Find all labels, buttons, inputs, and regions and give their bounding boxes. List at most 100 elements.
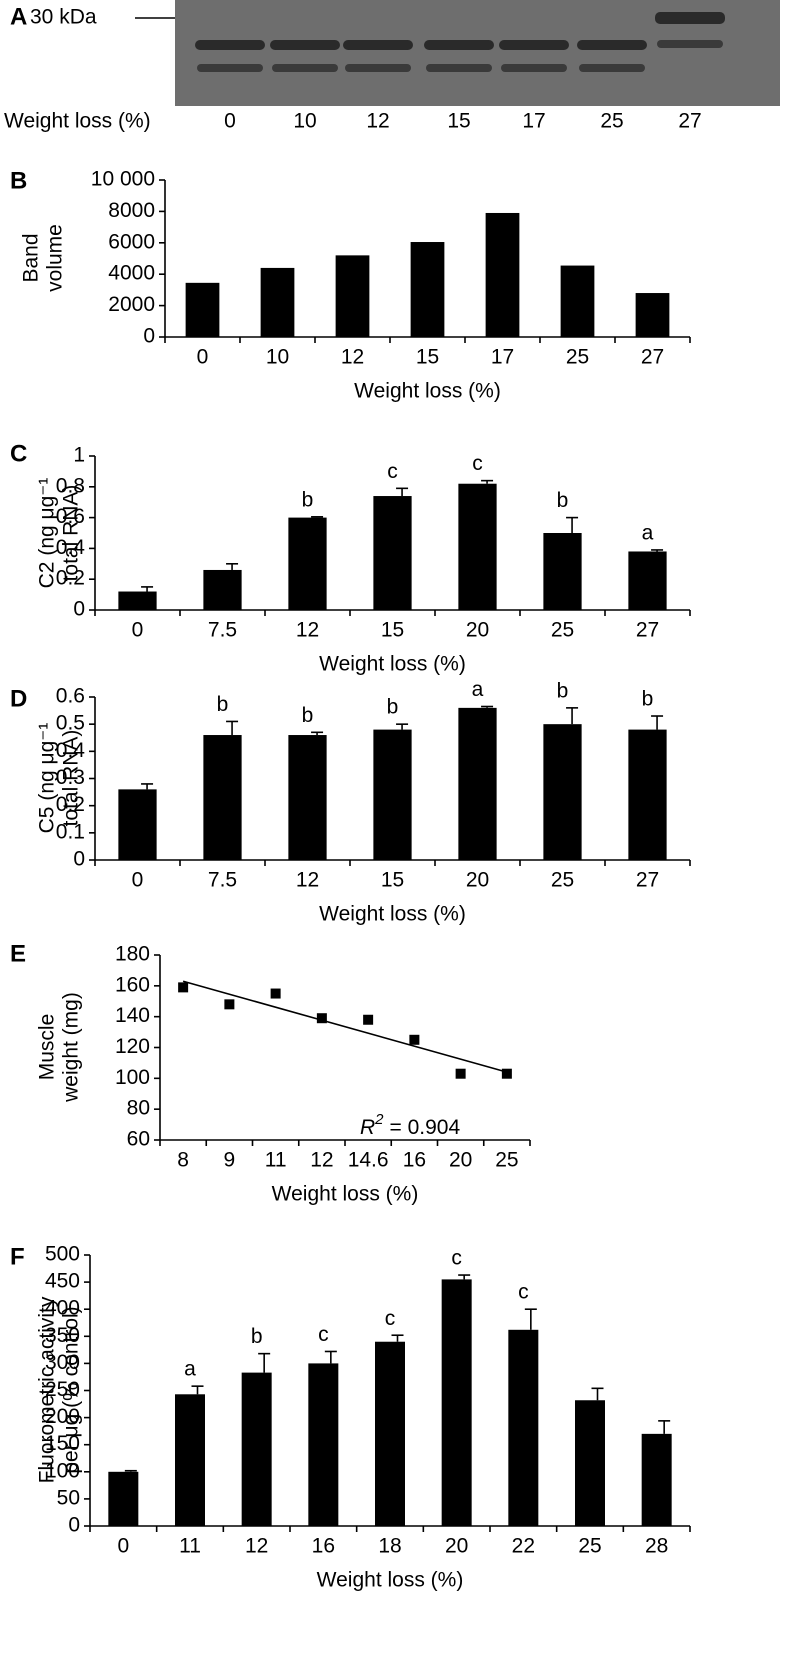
y-tick-label: 140 (115, 1004, 150, 1027)
y-tick-label: 1 (73, 444, 85, 467)
panel-letter: C (10, 440, 27, 467)
y-axis-title: Band (20, 233, 43, 282)
bar (260, 267, 295, 337)
y-tick-label: 60 (127, 1128, 150, 1151)
x-tick-label: 20 (466, 869, 489, 892)
significance-letter: b (302, 704, 314, 727)
bar (203, 735, 242, 860)
y-tick-label: 0.2 (56, 793, 85, 816)
significance-letter: b (557, 679, 569, 702)
x-tick-label: 15 (381, 619, 404, 642)
bar (373, 496, 412, 610)
point (316, 1013, 327, 1024)
x-tick-label: 25 (551, 869, 574, 892)
bar (335, 255, 370, 337)
y-tick-label: 0.4 (56, 739, 86, 762)
y-tick-label: 0 (73, 848, 85, 871)
x-tick-label: 11 (179, 1535, 201, 1558)
lane-label: 27 (678, 110, 701, 133)
x-tick-label: 12 (310, 1149, 333, 1172)
significance-letter: b (251, 1325, 263, 1348)
bar (108, 1471, 139, 1526)
x-tick-label: 27 (636, 869, 659, 892)
x-tick-label: 25 (578, 1535, 601, 1558)
x-tick-label: 11 (265, 1149, 287, 1172)
y-tick-label: 0 (143, 325, 155, 348)
point (501, 1068, 512, 1079)
bar (543, 533, 582, 610)
x-tick-label: 20 (445, 1535, 468, 1558)
x-tick-label: 22 (512, 1535, 535, 1558)
significance-letter: c (472, 452, 483, 475)
y-tick-label: 0.8 (56, 474, 85, 497)
x-tick-label: 0 (197, 346, 209, 369)
y-tick-label: 250 (45, 1378, 80, 1401)
x-tick-label: 7.5 (208, 869, 237, 892)
blot-band (579, 64, 645, 72)
trendline (182, 980, 508, 1073)
y-tick-label: 6000 (108, 230, 155, 253)
y-tick-label: 350 (45, 1324, 80, 1347)
point (409, 1034, 420, 1045)
y-tick-label: 0.6 (56, 505, 85, 528)
x-tick-label: 25 (551, 619, 574, 642)
x-tick-label: 18 (378, 1535, 401, 1558)
x-tick-label: 15 (416, 346, 439, 369)
y-tick-label: 0.2 (56, 567, 85, 590)
x-tick-label: 12 (296, 619, 319, 642)
bar (641, 1433, 672, 1526)
bar (458, 483, 497, 610)
x-tick-label: 25 (566, 346, 589, 369)
y-axis-title: Muscle (36, 1014, 59, 1081)
x-tick-label: 20 (449, 1149, 472, 1172)
blot-band (195, 40, 265, 50)
significance-letter: b (217, 693, 229, 716)
x-axis-title: Weight loss (%) (354, 380, 501, 403)
panel-letter: D (10, 685, 27, 712)
blot-band (655, 12, 725, 24)
significance-letter: c (518, 1281, 529, 1304)
y-tick-label: 0.6 (56, 685, 85, 708)
blot-band (272, 64, 338, 72)
blot-band (577, 40, 647, 50)
y-tick-label: 450 (45, 1270, 80, 1293)
x-tick-label: 12 (296, 869, 319, 892)
lane-label: 12 (366, 110, 389, 133)
y-axis-title: volume (44, 224, 67, 292)
y-tick-label: 0 (68, 1514, 80, 1537)
y-axis-title: total RNA) (60, 485, 83, 582)
bar (441, 1279, 472, 1526)
panel-letter: E (10, 940, 26, 967)
bar (288, 735, 327, 860)
significance-letter: a (642, 521, 654, 544)
blot-band (343, 40, 413, 50)
x-tick-label: 28 (645, 1535, 668, 1558)
bar (575, 1400, 605, 1526)
x-tick-label: 27 (641, 346, 664, 369)
y-tick-label: 0.4 (56, 536, 86, 559)
y-tick-label: 120 (115, 1035, 150, 1058)
x-axis-title: Weight loss (%) (319, 903, 466, 926)
blot-band (424, 40, 494, 50)
bar (375, 1341, 405, 1526)
blot-band (345, 64, 411, 72)
bar (241, 1372, 272, 1526)
significance-letter: a (472, 678, 484, 701)
y-tick-label: 50 (57, 1486, 80, 1509)
x-tick-label: 17 (491, 346, 514, 369)
y-tick-label: 80 (127, 1097, 150, 1120)
bar (543, 724, 582, 860)
significance-letter: c (318, 1323, 329, 1346)
y-axis-title: weight (mg) (60, 992, 83, 1103)
blot-band (501, 64, 567, 72)
bar (458, 707, 497, 860)
x-tick-label: 25 (495, 1149, 518, 1172)
bar (308, 1363, 339, 1526)
y-tick-label: 8000 (108, 199, 155, 222)
y-axis-title: per μg (% control) (60, 1306, 83, 1473)
significance-letter: c (387, 460, 398, 483)
x-tick-label: 14.6 (348, 1149, 389, 1172)
x-tick-label: 8 (177, 1149, 189, 1172)
panel-letter: B (10, 167, 27, 194)
